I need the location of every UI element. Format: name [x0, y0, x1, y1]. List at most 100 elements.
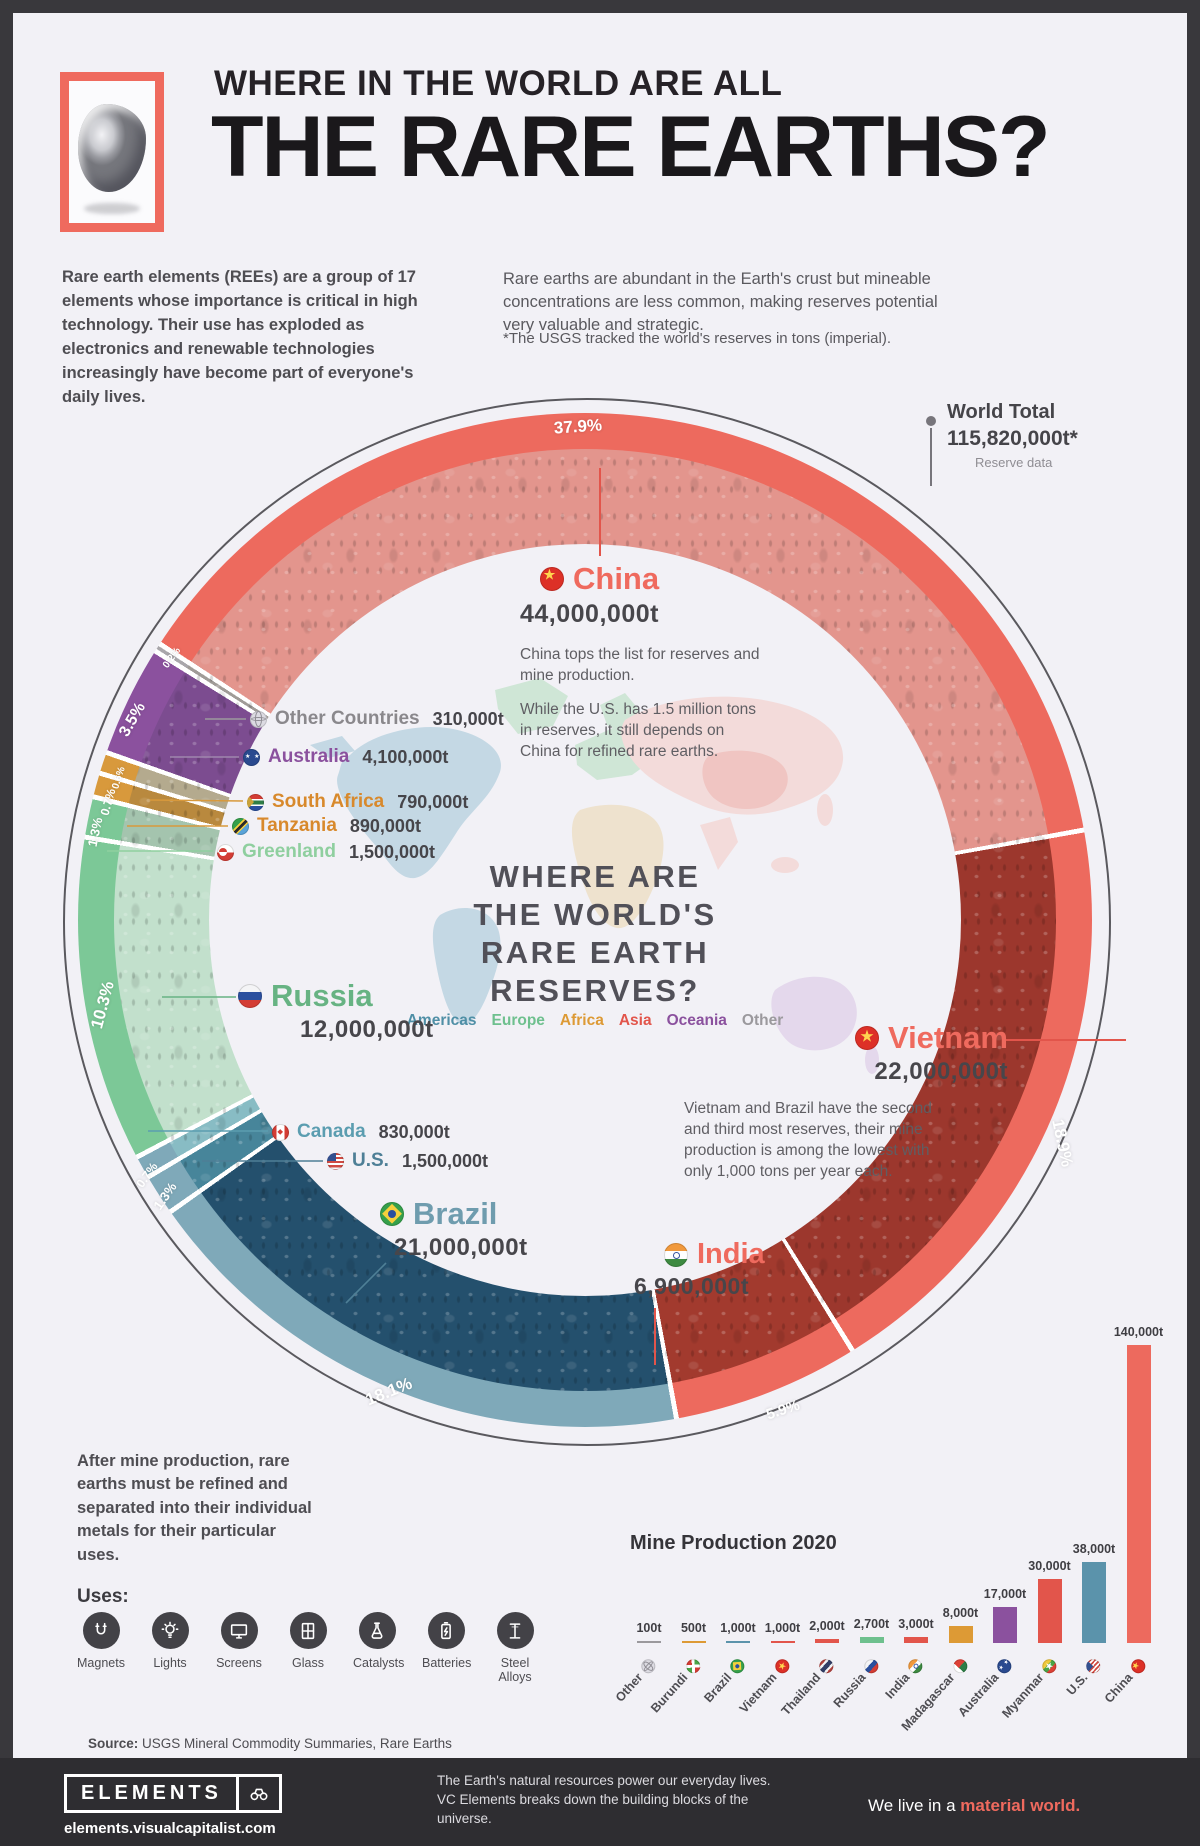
bar-label-other: Other [577, 1656, 659, 1744]
vietnam-name: Vietnam [887, 1020, 1008, 1055]
row-greenland: Greenland 1,500,000t [217, 841, 435, 863]
brazil-name: Brazil [413, 1196, 498, 1231]
bar-value-myanmar: 30,000t [1028, 1559, 1071, 1574]
bar-australia [993, 1606, 1017, 1643]
donut-center [209, 544, 961, 1296]
row-value: 830,000t [378, 1121, 450, 1142]
russia-name: Russia [271, 978, 373, 1013]
china-value: 44,000,000t [520, 600, 659, 628]
footer-url[interactable]: elements.visualcapitalist.com [64, 1820, 276, 1837]
vietnam-flag-icon [771, 1656, 792, 1677]
slogan-highlight: material world. [960, 1796, 1081, 1815]
continent-legend: Americas Europe Africa Asia Oceania Other [330, 1012, 860, 1030]
australia-flag-icon [243, 748, 260, 766]
row-value: 790,000t [397, 791, 469, 812]
refining-note: After mine production, rare earths must … [77, 1452, 312, 1564]
kicker: WHERE IN THE WORLD ARE ALL [214, 64, 783, 103]
callout-brazil: Brazil 21,000,000t [380, 1196, 610, 1262]
russia-value: 12,000,000t [300, 1016, 434, 1043]
bar-value-u-s-: 38,000t [1072, 1542, 1116, 1557]
row-australia: Australia 4,100,000t [243, 746, 448, 768]
bar-russia [859, 1637, 884, 1643]
use-label: Lights [153, 1656, 187, 1670]
bar-value-australia: 17,000t [983, 1586, 1027, 1601]
bar-burundi [681, 1640, 706, 1643]
thailand-flag-icon [816, 1656, 837, 1677]
footer-slogan: We live in a material world. [868, 1796, 1080, 1816]
battery-icon [427, 1612, 465, 1649]
row-value: 1,500,000t [348, 841, 436, 862]
myanmar-flag-icon [1038, 1656, 1059, 1677]
china-note-1: China tops the list for reserves and min… [520, 646, 760, 685]
row-name: Canada [297, 1121, 366, 1142]
bar-country-name: Burundi [647, 1670, 690, 1716]
bar-value-madagascar: 8,000t [942, 1605, 979, 1620]
bar-value-other: 100t [636, 1620, 662, 1635]
mine-production-title: Mine Production 2020 [630, 1532, 837, 1554]
callout-india: India 6,900,000t [628, 1238, 828, 1300]
bar-value-burundi: 500t [680, 1620, 707, 1635]
us-flag-icon [327, 1152, 344, 1170]
bar-myanmar [1037, 1579, 1062, 1643]
bar-china [1126, 1345, 1151, 1643]
center-title-line2: THE WORLD'S [473, 897, 717, 932]
china-note-2: While the U.S. has 1.5 million tons in r… [520, 701, 757, 761]
bar-value-vietnam: 1,000t [764, 1620, 801, 1635]
rare-earth-metal-image [77, 103, 147, 192]
globe-icon [250, 710, 267, 728]
legend-item-americas: Americas [406, 1012, 477, 1029]
bar-other [637, 1640, 661, 1643]
vietnam-note: Vietnam and Brazil have the second and t… [684, 1100, 932, 1181]
use-batteries: Batteries [422, 1612, 472, 1685]
intro-right: Rare earths are abundant in the Earth's … [503, 270, 938, 335]
world-map [310, 678, 879, 1074]
u-s--flag-icon [1083, 1656, 1104, 1677]
light-bulb-icon [151, 1612, 189, 1649]
vietnam-flag-icon [854, 1026, 879, 1050]
russia-flag-icon [238, 984, 262, 1008]
india-value: 6,900,000t [634, 1273, 749, 1299]
glass-icon [289, 1612, 327, 1649]
use-label: Batteries [422, 1656, 472, 1670]
center-title-line3: RARE EARTH [480, 935, 710, 970]
bar-thailand [815, 1638, 839, 1643]
callout-russia: Russia 12,000,000t [238, 978, 434, 1044]
bar-value-india: 3,000t [898, 1616, 934, 1631]
intro-footnote: *The USGS tracked the world's reserves i… [503, 330, 892, 347]
flask-icon [358, 1612, 396, 1649]
bar-country-name: Russia [830, 1670, 868, 1711]
bar-country-name: Other [612, 1670, 646, 1705]
bar-country-name: Vietnam [736, 1670, 779, 1716]
brazil-flag-icon [727, 1656, 748, 1677]
bar-vietnam [770, 1640, 795, 1643]
uses-label: Uses: [77, 1586, 129, 1607]
row-name: Greenland [242, 841, 336, 862]
bar-u-s- [1082, 1562, 1106, 1643]
elements-logo: ELEMENTS [64, 1774, 282, 1813]
magnet-icon [82, 1612, 120, 1649]
use-label: Screens [216, 1656, 262, 1670]
row-name: South Africa [272, 791, 385, 812]
world-total: World Total 115,820,000t* Reserve data [947, 401, 1078, 470]
callout-vietnam: Vietnam 22,000,000t Vietnam and Brazil h… [660, 1020, 1008, 1182]
source-text: USGS Mineral Commodity Summaries, Rare E… [138, 1736, 452, 1751]
greenland-flag-icon [217, 843, 234, 861]
row-canada: Canada 830,000t [272, 1121, 450, 1143]
other-flag-icon [638, 1656, 659, 1677]
row-us: U.S. 1,500,000t [327, 1150, 488, 1172]
legend-item-asia: Asia [618, 1012, 652, 1029]
bar-country-name: Thailand [778, 1670, 824, 1719]
use-magnets: Magnets [77, 1612, 125, 1685]
australia-flag-icon [994, 1656, 1015, 1677]
russia-flag-icon [860, 1656, 881, 1677]
india-flag-icon [905, 1656, 926, 1677]
legend-item-africa: Africa [559, 1012, 604, 1029]
china-name: China [573, 561, 660, 596]
use-lights: Lights [146, 1612, 194, 1685]
row-value: 1,500,000t [401, 1150, 489, 1171]
india-name: India [697, 1238, 765, 1270]
center-title-line1: WHERE ARE [489, 859, 701, 894]
intro-left: Rare earth elements (REEs) are a group o… [62, 268, 418, 406]
china-flag-icon [1127, 1656, 1148, 1677]
